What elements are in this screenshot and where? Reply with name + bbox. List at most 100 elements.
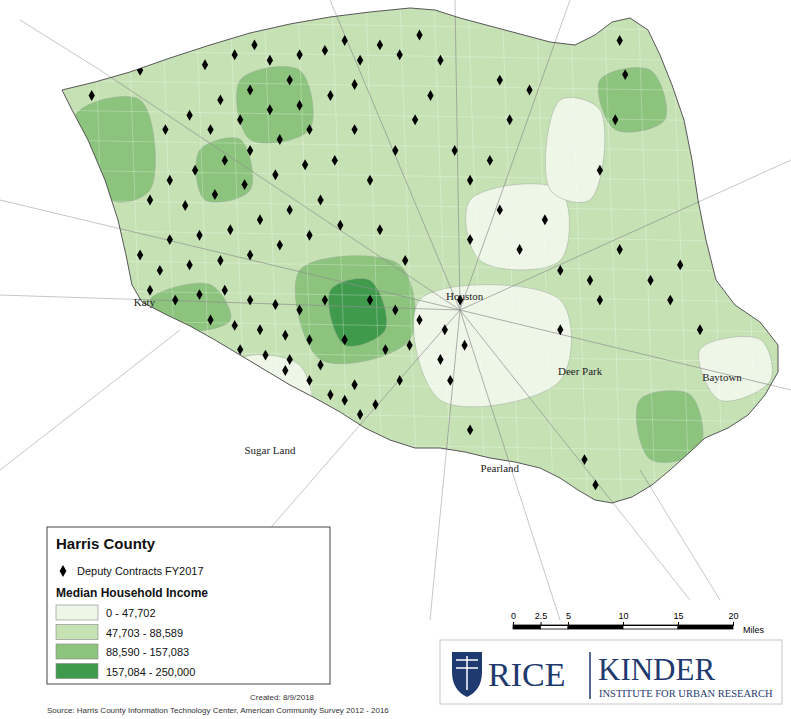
deputy-contract-point (186, 110, 192, 121)
deputy-contract-point (392, 305, 398, 316)
tract-line (468, 0, 486, 520)
road (0, 200, 460, 310)
deputy-contract-point (437, 354, 443, 365)
deputy-contract-point (597, 295, 603, 306)
scale-tick-mark (678, 622, 679, 625)
points (89, 30, 704, 491)
deputy-contract-point (377, 224, 383, 235)
scale-tick: 0 (511, 611, 516, 625)
tract-line (638, 0, 656, 520)
road (0, 330, 180, 470)
deputy-contract-point (392, 145, 398, 156)
tract-line (40, 20, 790, 32)
deputy-contract-point (162, 124, 168, 135)
tract-line (40, 440, 790, 452)
tract-line (536, 0, 554, 520)
deputy-contract-point (357, 55, 363, 66)
deputy-contract-point (377, 39, 383, 50)
deputy-contract-point (306, 375, 312, 386)
legend-box (47, 527, 330, 684)
scale-axis-line (514, 622, 734, 626)
deputy-contract-point (186, 259, 192, 270)
tract-line (400, 0, 418, 520)
deputy-contract-point (581, 454, 587, 465)
deputy-contract-point (332, 155, 338, 166)
scale-tick: 2.5 (535, 611, 548, 625)
tract-line (502, 0, 520, 520)
income-area (328, 278, 386, 346)
tract-line (40, 320, 790, 332)
source-note: Source: Harris County Information Techno… (47, 706, 389, 715)
logo-divider (589, 652, 591, 699)
deputy-contract-point (612, 114, 618, 125)
scale-tick-mark (513, 622, 514, 625)
place-label: Katy (134, 296, 156, 308)
tract-line (40, 500, 790, 512)
deputy-contract-point (196, 230, 202, 241)
deputy-contract-point (137, 65, 143, 76)
legend-swatch (56, 644, 98, 659)
deputy-contract-point (342, 334, 348, 345)
tract-line (298, 0, 316, 520)
scale-tick-mark (568, 622, 569, 625)
deputy-contract-point (227, 224, 233, 235)
road (460, 310, 791, 390)
deputy-contract-point (322, 45, 328, 56)
deputy-contract-point (237, 114, 243, 125)
tract-line (774, 0, 791, 520)
deputy-contract-point (412, 114, 418, 125)
tract-line (366, 0, 384, 520)
deputy-contract-point (257, 324, 263, 335)
place-label: Deer Park (558, 365, 603, 377)
deputy-contract-point (647, 275, 653, 286)
deputy-contract-point (296, 100, 302, 111)
income-area (466, 184, 570, 270)
tract-line (40, 470, 790, 482)
logo-box (440, 640, 782, 704)
deputy-contract-point (282, 365, 288, 376)
deputy-contract-point (367, 175, 373, 186)
deputy-contract-point (487, 155, 493, 166)
deputy-contract-point (507, 114, 513, 125)
tract-line (434, 0, 452, 520)
deputy-contract-point (272, 299, 278, 310)
deputy-contract-point (442, 324, 448, 335)
tract-lines (40, 0, 791, 520)
deputy-contract-point (437, 55, 443, 66)
deputy-contract-point (222, 285, 228, 296)
road (20, 20, 460, 310)
tract-line (40, 80, 790, 92)
deputy-contract-point (351, 124, 357, 135)
tract-line (40, 140, 790, 152)
road (0, 330, 180, 470)
tract-line (40, 170, 790, 182)
legend-label: 157,084 - 250,000 (106, 666, 195, 678)
deputy-contract-point (287, 204, 293, 215)
deputy-contract-point (262, 350, 268, 361)
tract-line (264, 0, 282, 520)
deputy-contract-point (192, 165, 198, 176)
deputy-contract-point (217, 94, 223, 105)
deputy-contract-point (467, 175, 473, 186)
road (460, 160, 791, 310)
scale-unit: Miles (743, 625, 765, 635)
deputy-contract-point (416, 314, 422, 325)
deputy-contract-point (497, 204, 503, 215)
deputy-contract-point (357, 409, 363, 420)
legend-label: 0 - 47,702 (106, 607, 156, 619)
county-border (62, 8, 778, 503)
logo-shield-mark (456, 656, 478, 690)
logo-text: KINDER (598, 652, 715, 687)
scale-tick: 15 (673, 611, 683, 625)
scale-tick-label: 0 (511, 611, 516, 621)
deputy-contract-point (516, 244, 522, 255)
road (330, 0, 460, 310)
deputy-contract-point (196, 289, 202, 300)
deputy-contract-point (277, 134, 283, 145)
income-area (74, 97, 156, 203)
created-note: Created: 8/9/2018 (250, 693, 315, 702)
scale-tick-label: 10 (618, 611, 628, 621)
scale-tick-label: 2.5 (535, 611, 548, 621)
place-label: Houston (446, 290, 484, 302)
income-area (150, 283, 231, 331)
